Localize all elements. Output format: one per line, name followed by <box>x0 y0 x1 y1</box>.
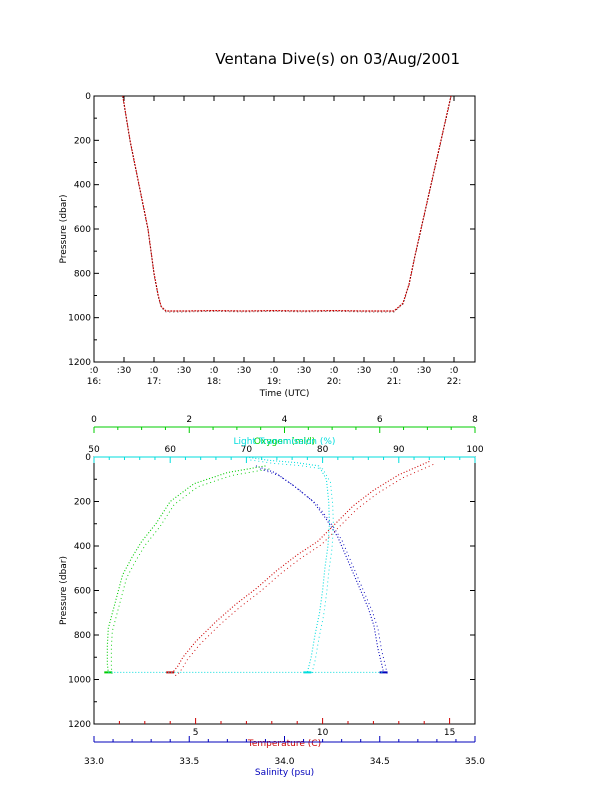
y-tick-label: 400 <box>74 542 91 552</box>
transmission-profile-second-cast <box>250 459 334 676</box>
salinity-tick-label: 35.0 <box>465 757 485 767</box>
temperature-tick-label: 10 <box>317 728 329 738</box>
x-tick-minute: :0 <box>390 366 399 376</box>
transmission-tick-label: 50 <box>88 445 100 455</box>
x-tick-hour: 18: <box>207 377 221 387</box>
y-tick-label: 200 <box>74 136 91 146</box>
x-axis-label-time: Time (UTC) <box>259 389 310 399</box>
x-tick-minute: :0 <box>450 366 459 376</box>
y-tick-label: 0 <box>85 92 91 102</box>
salinity-tick-label: 34.0 <box>274 757 294 767</box>
y-tick-label: 400 <box>74 181 91 191</box>
salinity-tick-label: 33.0 <box>84 757 104 767</box>
plot-frame-time <box>93 95 476 363</box>
x-tick-hour: 20: <box>327 377 341 387</box>
y-tick-label: 200 <box>74 498 91 508</box>
transmission-tick-label: 80 <box>317 445 329 455</box>
y-tick-label: 1000 <box>68 676 91 686</box>
y-tick-label: 1000 <box>68 314 91 324</box>
plot-frame-profile <box>93 456 476 725</box>
temperature-axis-label: Temperature (C) <box>247 739 321 749</box>
x-tick-minute: :30 <box>117 366 132 376</box>
y-tick-label: 600 <box>74 587 91 597</box>
salinity-axis-label: Salinity (psu) <box>255 768 314 778</box>
temperature-tick-label: 15 <box>444 728 455 738</box>
temperature-profile <box>170 460 430 673</box>
y-tick-label: 800 <box>74 269 91 279</box>
salinity-tick-label: 34.5 <box>370 757 390 767</box>
x-tick-minute: :0 <box>270 366 279 376</box>
x-tick-minute: :30 <box>177 366 192 376</box>
x-tick-minute: :0 <box>210 366 219 376</box>
x-tick-minute: :0 <box>150 366 159 376</box>
temperature-profile-second-cast <box>174 464 434 676</box>
x-tick-minute: :0 <box>90 366 99 376</box>
oxygen-profile-second-cast <box>110 468 270 676</box>
oxygen-tick-label: 2 <box>186 415 192 425</box>
depth-trace-line <box>122 95 452 312</box>
y-tick-label: 1200 <box>68 358 91 368</box>
y-tick-label: 1200 <box>68 720 91 730</box>
y-axis-label-pressure: Pressure (dbar) <box>59 195 69 264</box>
transmission-tick-label: 100 <box>466 445 483 455</box>
oxygen-tick-label: 0 <box>91 415 97 425</box>
oxygen-tick-label: 8 <box>472 415 478 425</box>
oxygen-tick-label: 4 <box>282 415 288 425</box>
oxygen-axis-label: Oxygen (ml/l) <box>254 437 315 447</box>
y-tick-label: 0 <box>85 453 91 463</box>
x-tick-minute: :30 <box>297 366 312 376</box>
salinity-profile-second-cast <box>259 468 388 676</box>
transmission-axis-label: Light Transmission (%) <box>234 437 336 447</box>
oxygen-profile <box>106 465 266 673</box>
x-tick-hour: 16: <box>87 377 101 387</box>
transmission-tick-label: 90 <box>393 445 405 455</box>
y-axis-label-pressure: Pressure (dbar) <box>59 556 69 625</box>
salinity-tick-label: 33.5 <box>179 757 199 767</box>
x-tick-minute: :0 <box>330 366 339 376</box>
transmission-tick-label: 70 <box>241 445 253 455</box>
x-tick-minute: :30 <box>417 366 432 376</box>
x-tick-hour: 22: <box>447 377 461 387</box>
temperature-tick-label: 5 <box>193 728 199 738</box>
page-title: Ventana Dive(s) on 03/Aug/2001 <box>215 50 460 68</box>
y-tick-label: 600 <box>74 225 91 235</box>
x-tick-hour: 19: <box>267 377 281 387</box>
x-tick-hour: 21: <box>387 377 401 387</box>
depth-trace-points <box>122 96 452 313</box>
x-tick-hour: 17: <box>147 377 161 387</box>
transmission-tick-label: 60 <box>164 445 176 455</box>
x-tick-minute: :30 <box>357 366 372 376</box>
y-tick-label: 800 <box>74 631 91 641</box>
oxygen-tick-label: 6 <box>377 415 383 425</box>
transmission-profile <box>246 456 331 673</box>
salinity-profile <box>255 465 385 673</box>
x-tick-minute: :30 <box>237 366 252 376</box>
